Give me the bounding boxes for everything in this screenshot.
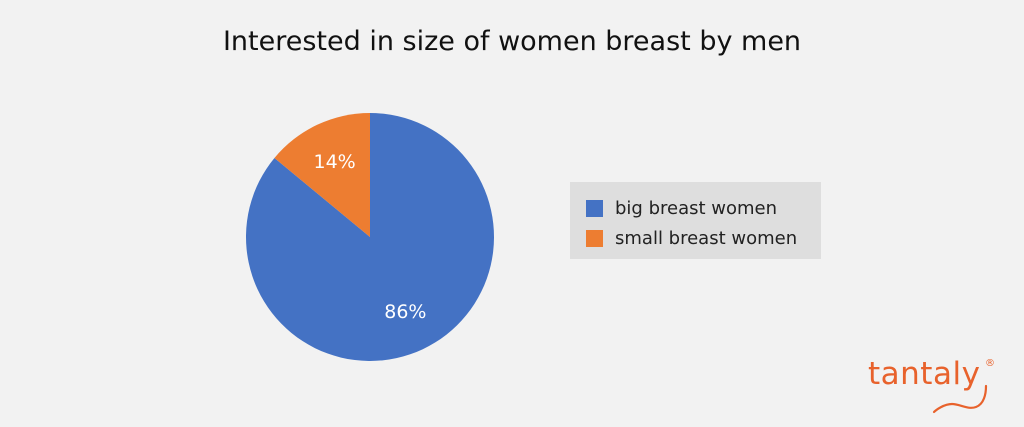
legend-label-big-breast-women: big breast women	[615, 197, 778, 219]
registered-mark: ®	[985, 358, 995, 369]
brand-name: tantaly	[868, 356, 981, 392]
tantaly-logo: tantaly ®	[868, 356, 1008, 418]
data-label-small-breast-women: 14%	[314, 151, 356, 173]
legend-item-small-breast-women: small breast women	[586, 227, 797, 249]
pie-slice-big-breast-women	[245, 113, 494, 361]
legend-swatch-small-breast-women	[586, 229, 603, 247]
chart-title: Interested in size of women breast by me…	[222, 26, 802, 57]
chart-legend: big breast women small breast women	[570, 182, 821, 259]
legend-item-big-breast-women: big breast women	[586, 197, 777, 219]
legend-label-small-breast-women: small breast women	[615, 227, 798, 249]
legend-swatch-big-breast-women	[586, 199, 603, 217]
pie-slice-small-breast-women	[274, 113, 370, 237]
logo-swirl-icon	[932, 384, 988, 414]
data-label-big-breast-women: 86%	[384, 301, 426, 323]
